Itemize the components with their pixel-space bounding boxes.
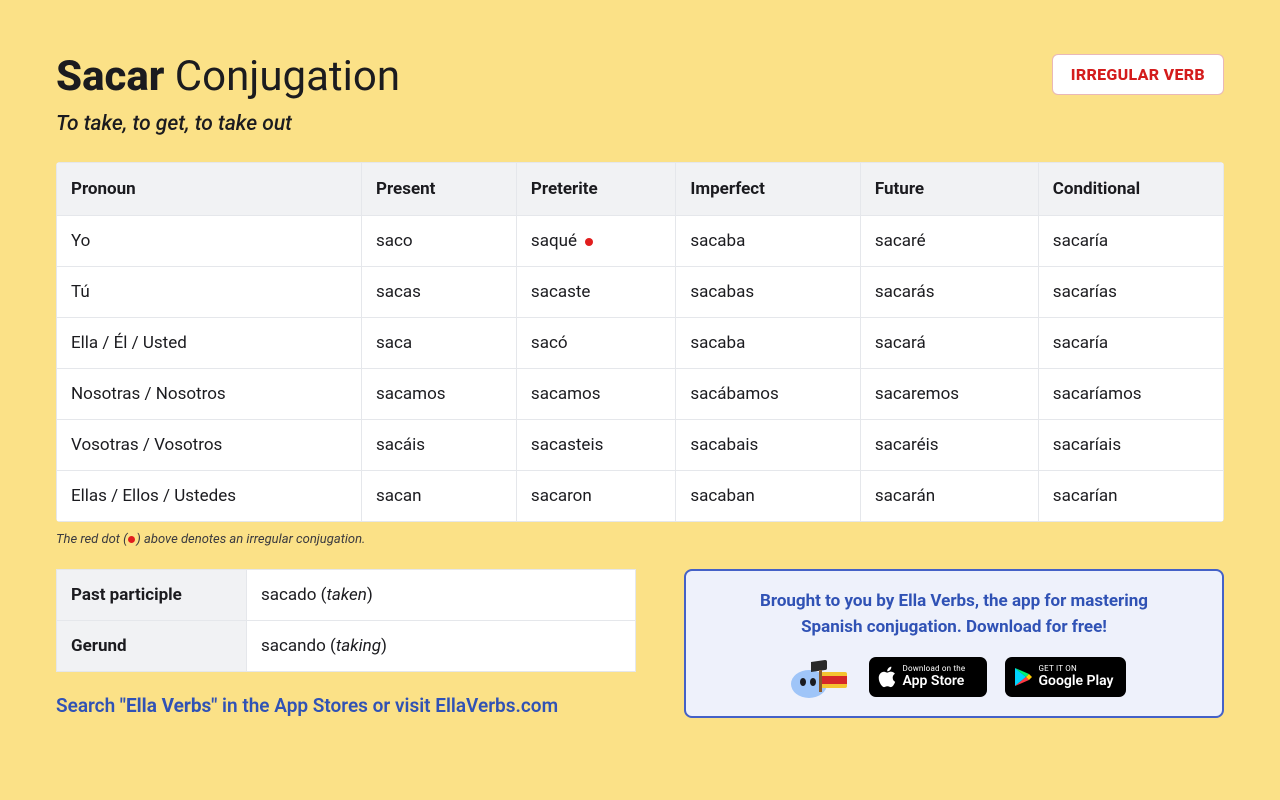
- table-row: Ellas / Ellos / Ustedessacansacaronsacab…: [57, 471, 1224, 522]
- table-cell: sacarían: [1038, 471, 1223, 522]
- table-row: Vosotras / Vosotrossacáissacasteissacaba…: [57, 420, 1224, 471]
- promo-box: Brought to you by Ella Verbs, the app fo…: [684, 569, 1224, 718]
- red-dot-icon: [128, 536, 135, 543]
- table-cell: sacamos: [362, 369, 517, 420]
- table-cell: sacasteis: [516, 420, 675, 471]
- table-cell: sacaban: [676, 471, 860, 522]
- table-cell: Tú: [57, 267, 362, 318]
- table-cell: sacaríais: [1038, 420, 1223, 471]
- table-cell: sacaremos: [860, 369, 1038, 420]
- red-dot-icon: [585, 238, 593, 246]
- table-cell: sacó: [516, 318, 675, 369]
- table-cell: saqué: [516, 216, 675, 267]
- table-cell: sacará: [860, 318, 1038, 369]
- table-cell: sacan: [362, 471, 517, 522]
- table-cell: sacarás: [860, 267, 1038, 318]
- table-row: Past participle sacado (taken): [57, 570, 636, 621]
- table-cell: Ella / Él / Usted: [57, 318, 362, 369]
- cta-text: Search "Ella Verbs" in the App Stores or…: [56, 694, 636, 717]
- column-header: Present: [362, 163, 517, 216]
- table-cell: sacarías: [1038, 267, 1223, 318]
- table-cell: sacaré: [860, 216, 1038, 267]
- past-participle-value: sacado (taken): [247, 570, 636, 621]
- table-cell: sacaréis: [860, 420, 1038, 471]
- table-cell: sacabas: [676, 267, 860, 318]
- table-cell: sacaría: [1038, 216, 1223, 267]
- table-cell: sacaba: [676, 318, 860, 369]
- table-cell: Vosotras / Vosotros: [57, 420, 362, 471]
- table-cell: sacabais: [676, 420, 860, 471]
- table-cell: saca: [362, 318, 517, 369]
- table-cell: sacaba: [676, 216, 860, 267]
- past-participle-label: Past participle: [57, 570, 247, 621]
- visit-link[interactable]: visit EllaVerbs.com: [395, 694, 558, 717]
- gerund-label: Gerund: [57, 621, 247, 672]
- table-cell: saco: [362, 216, 517, 267]
- table-cell: sacamos: [516, 369, 675, 420]
- title-suffix: Conjugation: [175, 52, 400, 101]
- conjugation-table: PronounPresentPreteriteImperfectFutureCo…: [56, 162, 1224, 522]
- table-cell: Nosotras / Nosotros: [57, 369, 362, 420]
- page-title: Sacar Conjugation: [56, 54, 400, 100]
- table-cell: sacábamos: [676, 369, 860, 420]
- column-header: Imperfect: [676, 163, 860, 216]
- table-cell: sacarán: [860, 471, 1038, 522]
- table-row: Nosotras / Nosotrossacamossacamossacábam…: [57, 369, 1224, 420]
- table-cell: sacaron: [516, 471, 675, 522]
- mascot-icon: [783, 654, 851, 700]
- verb-name: Sacar: [56, 52, 164, 101]
- irregular-badge: IRREGULAR VERB: [1052, 54, 1224, 95]
- forms-table: Past participle sacado (taken) Gerund sa…: [56, 569, 636, 672]
- table-cell: Ellas / Ellos / Ustedes: [57, 471, 362, 522]
- table-cell: sacas: [362, 267, 517, 318]
- table-cell: sacáis: [362, 420, 517, 471]
- table-cell: Yo: [57, 216, 362, 267]
- column-header: Conditional: [1038, 163, 1223, 216]
- google-play-button[interactable]: GET IT ON Google Play: [1005, 657, 1126, 697]
- app-store-button[interactable]: Download on the App Store: [869, 657, 987, 697]
- column-header: Preterite: [516, 163, 675, 216]
- verb-translation: To take, to get, to take out: [56, 112, 400, 136]
- table-row: Yosacosaqué sacabasacarésacaría: [57, 216, 1224, 267]
- table-row: Túsacassacastesacabassacarássacarías: [57, 267, 1224, 318]
- table-row: Gerund sacando (taking): [57, 621, 636, 672]
- table-cell: sacaríamos: [1038, 369, 1223, 420]
- table-row: Ella / Él / Ustedsacasacósacabasacarásac…: [57, 318, 1224, 369]
- column-header: Pronoun: [57, 163, 362, 216]
- column-header: Future: [860, 163, 1038, 216]
- legend-note: The red dot () above denotes an irregula…: [56, 532, 1224, 547]
- table-cell: sacaste: [516, 267, 675, 318]
- promo-text: Brought to you by Ella Verbs, the app fo…: [712, 589, 1196, 640]
- gerund-value: sacando (taking): [247, 621, 636, 672]
- table-cell: sacaría: [1038, 318, 1223, 369]
